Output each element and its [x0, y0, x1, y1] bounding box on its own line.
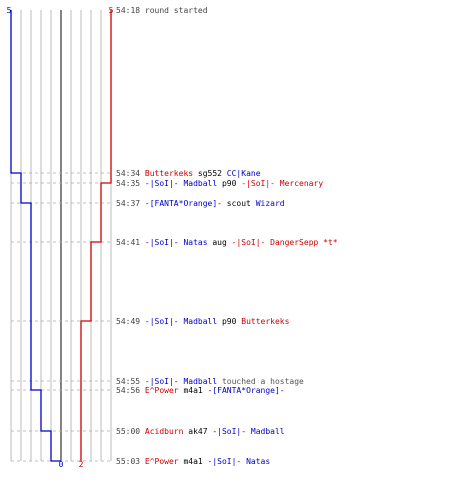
- event-text: -[FANTA*Orange]-: [145, 199, 222, 208]
- event-time: 54:56: [116, 386, 145, 395]
- event-entry: 54:35 -|SoI|- Madball p90 -|SoI|- Mercen…: [116, 179, 323, 188]
- event-text: m4a1: [179, 457, 208, 466]
- event-text: -|SoI|- Natas: [208, 457, 271, 466]
- count-labels: 5 5 0 2: [7, 6, 114, 469]
- event-text: p90: [217, 179, 241, 188]
- event-text: -|SoI|- Madball: [145, 179, 217, 188]
- event-entry: 54:56 E^Power m4a1 -[FANTA*Orange]-: [116, 386, 285, 395]
- event-entry: 54:37 -[FANTA*Orange]- scout Wizard: [116, 199, 285, 208]
- event-text: Acidburn: [145, 427, 184, 436]
- event-log: 54:18 round started 54:34 Butterkeks sg55…: [116, 6, 338, 466]
- event-entry: 55:03 E^Power m4a1 -|SoI|- Natas: [116, 457, 270, 466]
- event-text: -|SoI|- DangerSepp *t*: [232, 238, 338, 247]
- event-text: touched a hostage: [217, 377, 304, 386]
- red-team-alive-line: [80, 10, 112, 461]
- event-entry: 55:00 Acidburn ak47 -|SoI|- Madball: [116, 427, 285, 436]
- event-time: 54:41: [116, 238, 145, 247]
- event-text: Butterkeks: [145, 169, 193, 178]
- event-text: -[FANTA*Orange]-: [208, 386, 285, 395]
- grid: [10, 10, 112, 461]
- event-time: 54:35: [116, 179, 145, 188]
- event-text: -|SoI|- Madball: [145, 317, 217, 326]
- event-entry: 54:34 Butterkeks sg552 CC|Kane: [116, 169, 261, 178]
- blue-start-count: 5: [7, 6, 12, 15]
- event-text: scout: [222, 199, 256, 208]
- red-start-count: 5: [109, 6, 114, 15]
- red-end-count: 2: [79, 460, 84, 469]
- event-text: -|SoI|- Mercenary: [241, 179, 323, 188]
- event-time: 54:37: [116, 199, 145, 208]
- event-text: E^Power: [145, 457, 179, 466]
- event-text: E^Power: [145, 386, 179, 395]
- event-entry: 54:49 -|SoI|- Madball p90 Butterkeks: [116, 317, 290, 326]
- event-entry: 54:55 -|SoI|- Madball touched a hostage: [116, 377, 304, 386]
- event-entry: 54:41 -|SoI|- Natas aug -|SoI|- DangerSe…: [116, 238, 338, 247]
- blue-team-alive-line: [10, 10, 61, 462]
- event-text: Wizard: [256, 199, 285, 208]
- event-text: m4a1: [179, 386, 208, 395]
- event-time: 54:55: [116, 377, 145, 386]
- event-text: sg552: [193, 169, 227, 178]
- event-text: CC|Kane: [227, 169, 261, 178]
- event-text: -|SoI|- Madball: [212, 427, 284, 436]
- event-time: 55:00: [116, 427, 145, 436]
- event-time: 54:49: [116, 317, 145, 326]
- event-text: p90: [217, 317, 241, 326]
- event-time: 54:18: [116, 6, 145, 15]
- event-text: ak47: [183, 427, 212, 436]
- score-lines: [10, 10, 112, 462]
- event-time: 54:34: [116, 169, 145, 178]
- event-time: 55:03: [116, 457, 145, 466]
- event-text: -|SoI|- Natas: [145, 238, 208, 247]
- event-entry: 54:18 round started: [116, 6, 208, 15]
- event-text: Butterkeks: [241, 317, 289, 326]
- event-text: -|SoI|- Madball: [145, 377, 217, 386]
- event-text: aug: [208, 238, 232, 247]
- blue-end-count: 0: [59, 460, 64, 469]
- event-text: round started: [145, 6, 208, 15]
